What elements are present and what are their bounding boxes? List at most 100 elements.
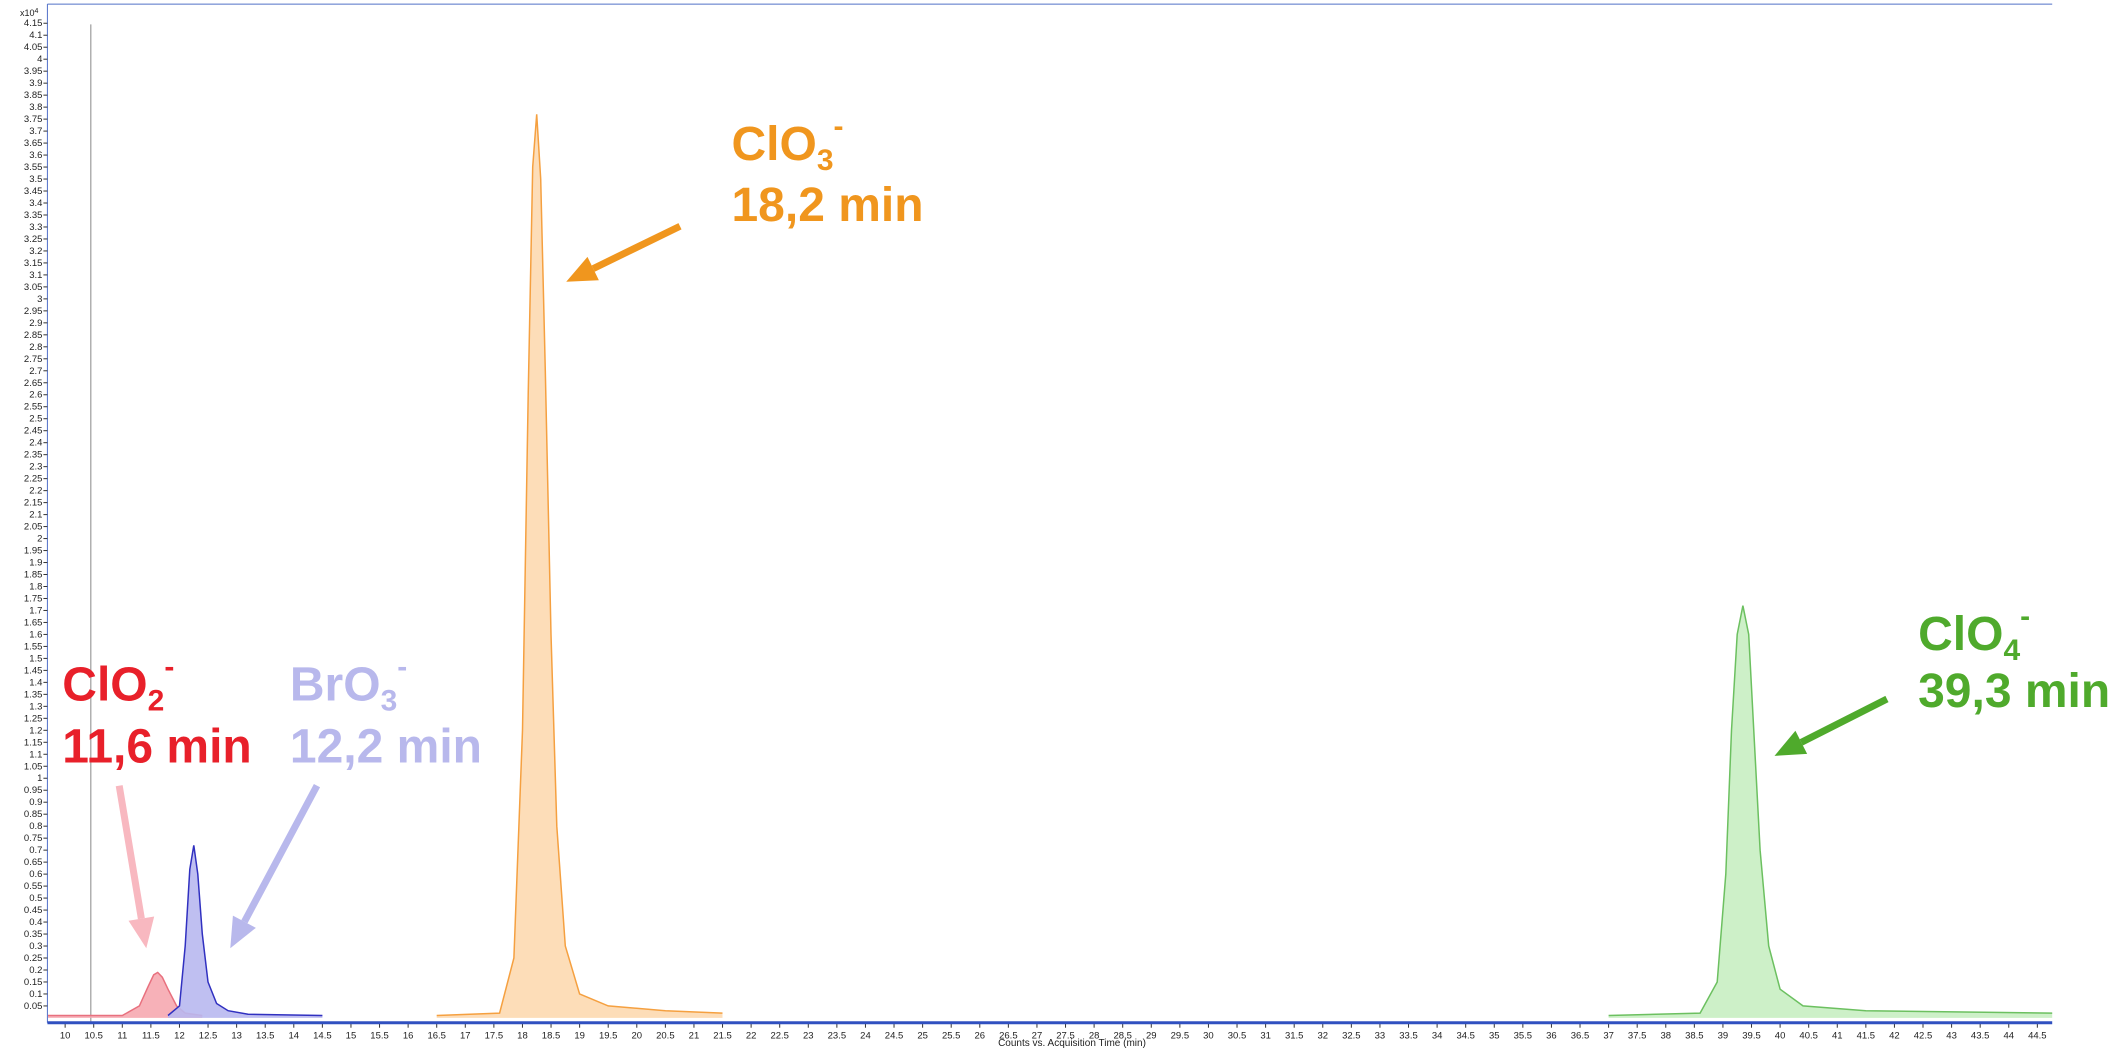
- x-tick-label: 12.5: [199, 1031, 218, 1042]
- x-tick-label: 33: [1375, 1031, 1386, 1042]
- x-tick-label: 37: [1603, 1031, 1614, 1042]
- y-tick-label: 4: [37, 54, 42, 65]
- formula-sub: 4: [2003, 634, 2020, 667]
- y-tick-label: 1.3: [29, 701, 42, 712]
- y-tick-label: 0.7: [29, 845, 42, 856]
- formula-base: ClO: [1918, 608, 2003, 661]
- y-tick-label: 3.7: [29, 126, 42, 137]
- y-tick-label: 3.45: [24, 186, 43, 197]
- formula-base: ClO: [731, 118, 816, 171]
- y-tick-label: 2.7: [29, 366, 42, 377]
- x-tick-label: 43.5: [1971, 1031, 1990, 1042]
- y-tick-label: 1.1: [29, 749, 42, 760]
- retention-time: 12,2 min: [290, 721, 482, 774]
- formula-sub: 3: [381, 684, 398, 717]
- x-tick-label: 37.5: [1628, 1031, 1647, 1042]
- y-tick-label: 1.5: [29, 653, 42, 664]
- y-tick-label: 3.15: [24, 258, 43, 269]
- y-tick-label: 0.15: [24, 977, 43, 988]
- x-tick-label: 36: [1546, 1031, 1557, 1042]
- arrow-head: [128, 916, 155, 949]
- peak-trace: [436, 114, 723, 1017]
- x-tick-label: 29.5: [1171, 1031, 1190, 1042]
- y-tick-label: 1.35: [24, 689, 43, 700]
- y-tick-label: 0.4: [29, 917, 42, 928]
- x-tick-label: 11: [117, 1031, 127, 1042]
- x-tick-label: 14.5: [313, 1031, 332, 1042]
- y-tick-label: 1.95: [24, 546, 43, 557]
- y-tick-label: 0.45: [24, 905, 43, 916]
- x-tick-label: 16.5: [427, 1031, 446, 1042]
- x-tick-label: 15.5: [370, 1031, 389, 1042]
- y-tick-label: 3.85: [24, 90, 43, 101]
- y-tick-label: 1.75: [24, 593, 43, 604]
- x-tick-label: 22.5: [770, 1031, 789, 1042]
- y-tick-label: 2.75: [24, 354, 43, 365]
- y-tick-label: 2.1: [29, 510, 42, 521]
- y-tick-label: 0.55: [24, 881, 43, 892]
- x-tick-label: 11.5: [142, 1031, 160, 1042]
- y-tick-label: 2.45: [24, 426, 43, 437]
- y-tick-label: 1.85: [24, 570, 43, 581]
- y-tick-label: 3: [37, 294, 42, 305]
- formula-base: BrO: [290, 658, 381, 711]
- x-tick-label: 13.5: [256, 1031, 275, 1042]
- y-tick-label: 4.05: [24, 42, 43, 53]
- x-tick-label: 30.5: [1228, 1031, 1247, 1042]
- x-tick-label: 27.5: [1056, 1031, 1075, 1042]
- x-tick-label: 31: [1260, 1031, 1271, 1042]
- y-tick-label: 0.35: [24, 929, 43, 940]
- x-tick-label: 29: [1146, 1031, 1157, 1042]
- x-tick-label: 15: [346, 1031, 357, 1042]
- y-tick-label: 2.4: [29, 438, 42, 449]
- y-tick-label: 0.9: [29, 797, 42, 808]
- x-tick-label: 16: [403, 1031, 414, 1042]
- y-tick-label: 2: [37, 534, 42, 545]
- y-tick-label: 2.95: [24, 306, 43, 317]
- arrow-head: [566, 256, 599, 282]
- x-tick-label: 13: [231, 1031, 242, 1042]
- multiplier-exp: 4: [35, 8, 39, 15]
- y-tick-label: 2.6: [29, 390, 42, 401]
- x-tick-label: 41.5: [1857, 1031, 1876, 1042]
- y-tick-label: 3.65: [24, 138, 43, 149]
- y-tick-label: 2.55: [24, 402, 43, 413]
- x-tick-label: 17.5: [485, 1031, 504, 1042]
- y-tick-label: 0.25: [24, 953, 43, 964]
- formula-sup: -: [397, 650, 407, 683]
- x-tick-label: 43: [1946, 1031, 1957, 1042]
- y-tick-label: 1.45: [24, 665, 43, 676]
- x-tick-label: 28.5: [1113, 1031, 1132, 1042]
- y-tick-label: 4.15: [24, 18, 43, 29]
- x-tick-label: 36.5: [1571, 1031, 1590, 1042]
- y-tick-label: 0.6: [29, 869, 42, 880]
- x-tick-label: 27: [1032, 1031, 1043, 1042]
- retention-time: 11,6 min: [62, 721, 251, 774]
- y-tick-label: 1.2: [29, 725, 42, 736]
- x-tick-label: 20.5: [656, 1031, 675, 1042]
- x-tick-label: 39: [1718, 1031, 1729, 1042]
- retention-time: 39,3 min: [1918, 665, 2110, 718]
- compound-label: ClO4-: [1918, 600, 2030, 667]
- x-tick-label: 41: [1832, 1031, 1843, 1042]
- y-tick-label: 0.1: [29, 989, 42, 1000]
- x-tick-label: 38: [1660, 1031, 1671, 1042]
- arrow-shaft: [1799, 695, 1889, 746]
- compound-label: ClO2-: [62, 650, 174, 717]
- y-tick-label: 1.7: [29, 605, 42, 616]
- x-tick-label: 17: [460, 1031, 471, 1042]
- x-tick-label: 44: [2003, 1031, 2014, 1042]
- x-tick-label: 25.5: [942, 1031, 961, 1042]
- x-tick-label: 19: [574, 1031, 585, 1042]
- formula-sup: -: [2020, 600, 2030, 633]
- y-tick-label: 0.8: [29, 821, 42, 832]
- y-tick-label: 3.2: [29, 246, 42, 257]
- y-tick-label: 2.85: [24, 330, 43, 341]
- y-tick-label: 3.1: [29, 270, 42, 281]
- y-tick-label: 2.5: [29, 414, 42, 425]
- x-tick-label: 24: [860, 1031, 871, 1042]
- x-tick-label: 23: [803, 1031, 814, 1042]
- y-tick-label: 1.8: [29, 581, 42, 592]
- x-tick-label: 42.5: [1914, 1031, 1933, 1042]
- y-tick-label: 1: [37, 773, 42, 784]
